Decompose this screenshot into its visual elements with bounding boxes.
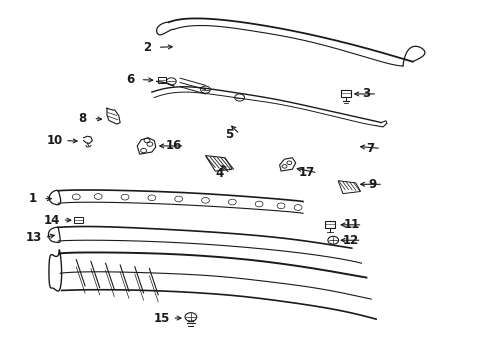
- Text: 4: 4: [215, 167, 223, 180]
- Circle shape: [234, 94, 244, 101]
- Polygon shape: [337, 181, 360, 194]
- Polygon shape: [137, 138, 156, 154]
- Text: 10: 10: [46, 134, 62, 147]
- Text: 5: 5: [224, 127, 233, 141]
- Text: 2: 2: [142, 41, 151, 54]
- Text: 1: 1: [28, 192, 37, 205]
- Text: 16: 16: [165, 139, 182, 152]
- Text: 3: 3: [362, 87, 370, 100]
- Circle shape: [200, 86, 210, 93]
- Text: 13: 13: [26, 231, 42, 244]
- Circle shape: [166, 78, 176, 85]
- Polygon shape: [205, 156, 232, 171]
- Text: 11: 11: [343, 218, 359, 231]
- Text: 14: 14: [43, 214, 60, 227]
- Text: 7: 7: [366, 142, 374, 155]
- Text: 8: 8: [79, 112, 86, 125]
- Text: 12: 12: [342, 234, 358, 247]
- Polygon shape: [279, 158, 295, 171]
- Text: 9: 9: [367, 178, 376, 191]
- Text: 6: 6: [125, 73, 134, 86]
- Text: 17: 17: [298, 166, 314, 179]
- Text: 15: 15: [153, 311, 169, 325]
